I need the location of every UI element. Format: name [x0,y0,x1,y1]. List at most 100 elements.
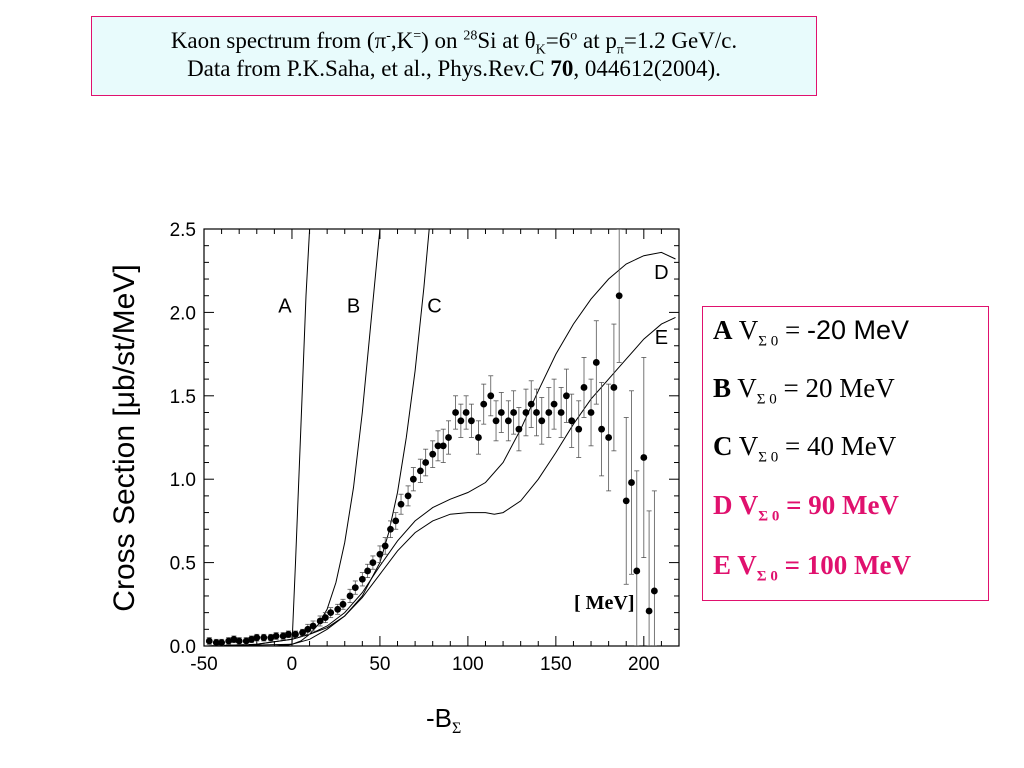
legend-equals: = [778,315,807,345]
data-point [462,409,470,416]
data-point [416,467,424,475]
data-point [327,609,335,617]
data-point [538,417,546,425]
data-point [218,639,225,646]
legend-row-a: A VΣ 0 = -20 MeV [713,315,909,350]
data-point [212,639,220,646]
x-axis-label: -BΣ [426,703,461,738]
legend-subscript: Σ 0 [756,568,778,585]
data-point [650,587,658,595]
title-line-1: Kaon spectrum from (π-,K=) on 28Si at θK… [92,27,816,58]
k-charge: = [413,28,422,44]
data-point [358,575,366,583]
legend-subscript: Σ 0 [758,449,779,466]
data-point [563,392,570,400]
data-point [527,400,535,408]
data-point [230,635,238,643]
data-point [339,600,347,608]
data-point [504,417,512,425]
title-text: Si at [477,28,525,53]
title-text: ,K [390,28,414,53]
data-point [422,459,430,466]
x-tick-label: 150 [540,654,572,675]
pi-charge: - [386,28,391,44]
data-point [346,592,354,600]
curve-e [207,316,676,646]
y-tick-label: 0.5 [170,554,196,575]
curve-label-e: E [655,327,668,349]
data-point [242,637,250,645]
legend-equals: = [776,373,806,403]
data-point [225,637,233,645]
y-tick-label: 1.5 [170,387,196,408]
mass-number: 28 [463,28,478,44]
legend-subscript: Σ 0 [758,508,780,525]
data-point [376,550,384,558]
theta-subscript: K [535,42,546,58]
data-point [628,479,635,486]
data-point [364,567,372,575]
data-point [387,525,394,533]
citation-volume: 70 [550,56,574,81]
data-point [392,517,400,525]
data-point [309,622,317,630]
data-point [468,417,475,425]
legend-subscript: Σ 0 [758,333,779,350]
legend-letter: C [713,431,733,461]
y-tick-label: 0.0 [170,637,196,658]
legend-subscript: Σ 0 [756,391,777,408]
data-point [369,559,377,566]
data-point [575,425,583,433]
title-text: =1.2 GeV/c. [623,28,738,53]
data-point [285,630,292,638]
data-point [645,607,653,615]
x-axis-label-text: -B [426,703,452,733]
title-box: Kaon spectrum from (π-,K=) on 28Si at θK… [91,16,817,96]
curve-label-b: B [347,295,360,317]
data-point [475,434,482,441]
data-point [253,634,261,642]
data-point [640,454,648,461]
curve-label-c: C [427,295,441,317]
data-point [267,634,275,642]
theta-symbol: θ [524,28,536,53]
title-line-2: Data from P.K.Saha, et al., Phys.Rev.C 7… [92,55,816,83]
y-tick-label: 1.0 [170,470,196,491]
data-point [235,637,243,645]
legend-row-c: C VΣ 0 = 40 MeV [713,431,896,466]
legend-equals: = [778,431,807,461]
data-point [587,409,595,416]
data-point [492,417,500,425]
data-point [452,409,459,416]
citation-text: Data from P.K.Saha, et al., Phys.Rev.C [187,56,551,81]
data-point [480,400,488,408]
legend-symbol: V [738,490,759,520]
legend-symbol: V [738,431,759,461]
data-point [409,475,417,483]
data-point [260,634,268,642]
legend-equals: = [777,550,807,580]
data-point [568,417,576,425]
data-point [550,400,558,408]
legend-symbol: V [737,550,757,580]
data-point [439,442,447,450]
data-point [487,392,495,400]
degree-mark: o [570,28,578,44]
data-point [381,542,389,550]
data-point [598,425,605,433]
data-point [605,434,613,441]
data-point [292,630,299,638]
data-point [429,450,437,458]
curve-label-d: D [654,262,668,284]
data-point [497,409,505,416]
legend-letter: A [713,315,733,345]
data-point [445,434,452,441]
x-tick-label: 50 [369,654,390,675]
data-point [457,417,465,425]
data-point [334,605,342,613]
curve-a [207,229,311,646]
units-note: [ MeV] [574,592,635,614]
data-point [510,409,518,416]
data-point [316,617,324,625]
